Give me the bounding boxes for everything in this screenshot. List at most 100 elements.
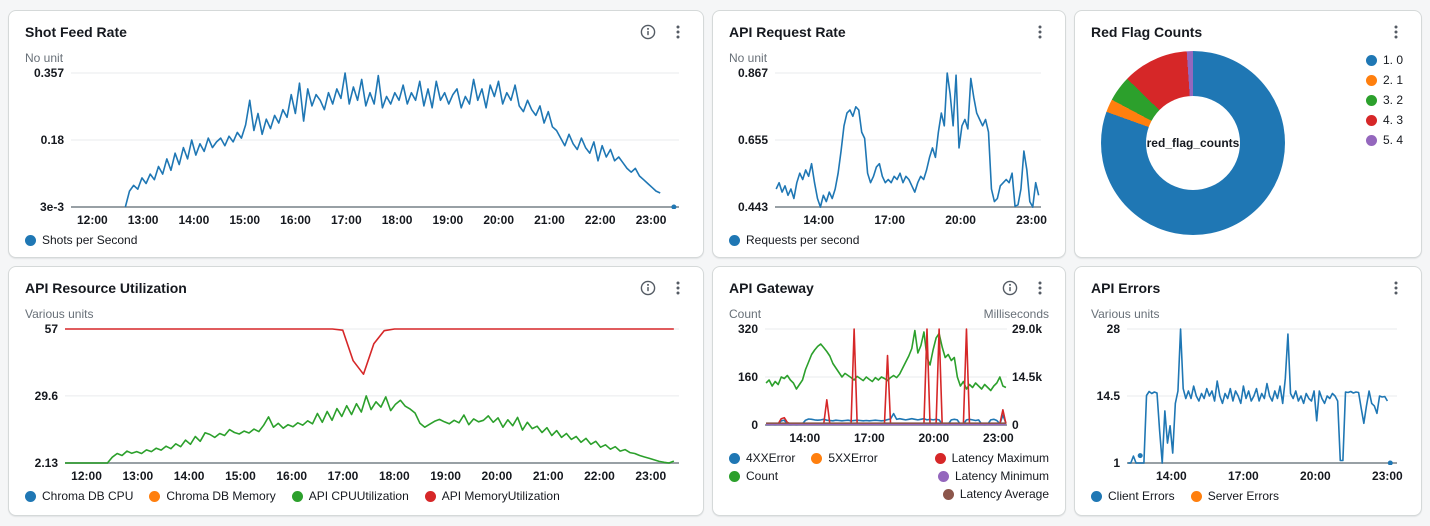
widget-title: API Resource Utilization [25,280,187,296]
line-chart: 0.443 0.655 0.867 14:00 17:00 20:00 23:00 Req… [729,67,1049,248]
legend-item[interactable]: Latency Minimum [937,469,1049,484]
series-line [776,73,1038,207]
donut-hole: red_flag_counts [1146,96,1240,190]
widget-menu-button[interactable] [1387,23,1405,41]
x-axis-tick-label: 23:00 [1016,213,1047,227]
widget-title: Shot Feed Rate [25,24,127,40]
widget-menu-button[interactable] [1031,279,1049,297]
y-axis-tick-label: 160 [737,370,758,384]
legend-item[interactable]: 2. 1 [1365,73,1403,88]
x-axis-tick-label: 20:00 [918,431,950,445]
chart-canvas[interactable] [71,69,679,209]
legend-item[interactable]: Latency Average [942,487,1049,502]
legend-color-dot [1190,491,1202,502]
legend-color-dot [424,491,436,502]
widget-menu-button[interactable] [669,23,687,41]
legend-label: API CPUUtilization [308,489,409,503]
legend-item[interactable]: 4. 3 [1365,113,1403,128]
donut-ring[interactable]: red_flag_counts [1101,51,1285,235]
donut-center-label: red_flag_counts [1146,136,1240,150]
legend-label: API MemoryUtilization [441,489,560,503]
widget-api-gateway: API Gateway Count Milliseconds 0 160 320 0 1… [712,266,1066,516]
series-line [125,73,660,207]
legend-color-dot [25,491,36,502]
chart-canvas[interactable] [775,69,1041,209]
legend-item[interactable]: 1. 0 [1365,53,1403,68]
legend-item[interactable]: Requests per second [729,233,859,248]
widget-actions [1387,23,1405,41]
chart-legend: Chroma DB CPU Chroma DB Memory API CPUUtil… [25,489,687,504]
y-axis-unit-label: Count [729,307,762,321]
chart-canvas[interactable] [765,325,1007,427]
legend-item[interactable]: Server Errors [1190,489,1280,504]
y-axis-right-unit-label: Milliseconds [983,307,1049,321]
legend-item[interactable]: 4XXError [729,451,795,466]
info-button[interactable] [639,279,657,297]
y-axis-tick-label: 1 [1113,456,1120,470]
legend-item[interactable]: Chroma DB Memory [149,489,276,504]
donut-chart: red_flag_counts 1. 0 2. 1 3. 2 4. 3 5. 4 [1091,51,1405,235]
legend-item[interactable]: Chroma DB CPU [25,489,133,504]
legend-label: Latency Maximum [951,451,1049,465]
unit-row: Count Milliseconds [729,307,1049,322]
info-button[interactable] [639,23,657,41]
legend-label: 1. 0 [1382,53,1403,67]
info-button[interactable] [1001,279,1019,297]
legend-color-dot [1365,95,1377,106]
x-axis-tick-label: 22:00 [584,469,615,483]
line-chart: 2.13 29.6 57 12:00 13:00 14:00 15:00 16:00 17:0… [25,323,687,504]
chart-canvas[interactable] [65,325,679,465]
legend-color-dot [729,471,740,482]
chart-canvas[interactable] [1127,325,1397,465]
widget-menu-button[interactable] [669,279,687,297]
widget-title: Red Flag Counts [1091,24,1203,40]
legend-color-dot [942,489,954,500]
legend-item[interactable]: 5. 4 [1365,133,1403,148]
x-axis-tick-label: 13:00 [122,469,154,483]
legend-right-group: Latency Maximum Latency Minimum Latency Av… [934,451,1049,502]
x-axis-tick-label: 17:00 [853,431,885,445]
widget-red-flag-counts: Red Flag Counts red_flag_counts 1. 0 2. 1… [1074,10,1422,258]
legend-label: 2. 1 [1382,73,1403,87]
x-axis: 14:00 17:00 20:00 23:00 [1127,468,1403,484]
legend-item[interactable]: Shots per Second [25,233,137,248]
x-axis-tick-label: 21:00 [534,213,565,227]
legend-item[interactable]: Count [729,469,778,484]
x-axis-tick-label: 20:00 [945,213,976,227]
vertical-dots-icon [676,25,680,39]
legend-label: 5. 4 [1382,133,1403,147]
widget-header: API Errors [1091,279,1405,299]
legend-item[interactable]: API CPUUtilization [291,489,409,504]
legend-item[interactable]: 5XXError [811,451,878,466]
y-axis-tick-label: 0.655 [737,133,768,147]
line-chart: 3e-3 0.18 0.357 12:00 13:00 14:00 15:00 16:00 1… [25,67,687,248]
legend-item[interactable]: API MemoryUtilization [424,489,560,504]
widget-header: API Resource Utilization [25,279,687,299]
legend-item[interactable]: Client Errors [1091,489,1175,504]
x-axis-tick-label: 14:00 [1156,469,1187,483]
x-axis-tick-label: 23:00 [635,469,667,483]
legend-item[interactable]: 3. 2 [1365,93,1403,108]
legend-label: Server Errors [1207,489,1280,503]
x-axis: 14:00 17:00 20:00 23:00 [765,430,1013,446]
unit-row: No unit [729,51,1049,66]
x-axis-tick-label: 20:00 [481,469,513,483]
x-axis-tick-label: 17:00 [327,469,359,483]
widget-actions [1001,279,1049,297]
vertical-dots-icon [1394,281,1398,295]
widget-actions [639,279,687,297]
x-axis-tick-label: 18:00 [378,469,410,483]
widget-menu-button[interactable] [1031,23,1049,41]
y-axis-right-tick-label: 0 [1012,418,1019,432]
widget-menu-button[interactable] [1387,279,1405,297]
legend-item[interactable]: Latency Maximum [934,451,1049,466]
x-axis-tick-label: 17:00 [1228,469,1259,483]
legend-label: Latency Average [959,487,1049,501]
chart-legend: Requests per second [729,233,1049,248]
chart-legend: Client Errors Server Errors [1091,489,1405,504]
unit-row: No unit [25,51,687,66]
y-axis-unit-label: Various units [25,307,94,321]
widget-title: API Request Rate [729,24,846,40]
x-axis-tick-label: 12:00 [71,469,102,483]
